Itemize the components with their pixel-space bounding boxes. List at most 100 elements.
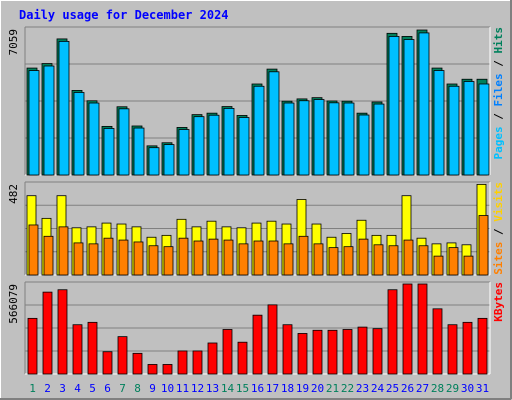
bar-sites bbox=[268, 240, 279, 276]
bar-kbytes bbox=[282, 324, 293, 375]
bar-kbytes bbox=[117, 336, 128, 375]
bar-files bbox=[358, 114, 370, 176]
bar-sites bbox=[358, 238, 369, 276]
bar-kbytes bbox=[222, 329, 233, 375]
max-value-label: 482 bbox=[7, 184, 20, 204]
legend-part: / bbox=[492, 107, 505, 127]
day-label: 26 bbox=[401, 382, 414, 395]
bar-sites bbox=[403, 239, 414, 276]
day-label: 12 bbox=[191, 382, 204, 395]
bar-kbytes bbox=[387, 289, 398, 375]
bar-sites bbox=[223, 239, 234, 276]
bar-sites bbox=[43, 235, 54, 276]
bar-files bbox=[268, 71, 280, 176]
bar-kbytes bbox=[57, 289, 68, 375]
bar-sites bbox=[193, 240, 204, 276]
bar-kbytes bbox=[432, 308, 443, 375]
bar-files bbox=[238, 117, 250, 176]
max-value-label: 7059 bbox=[7, 29, 20, 56]
bar-files bbox=[58, 40, 70, 176]
side-legend-label: Pages / Files / Hits bbox=[492, 27, 505, 160]
bar-files bbox=[193, 116, 205, 176]
panel-visits-sites: 482 Sites / Visits bbox=[7, 181, 505, 276]
bar-kbytes bbox=[87, 321, 98, 375]
chart-title: Daily usage for December 2024 bbox=[19, 8, 229, 22]
bar-files bbox=[88, 102, 100, 176]
day-label: 21 bbox=[326, 382, 339, 395]
bar-sites bbox=[478, 215, 489, 276]
legend-part: Pages bbox=[492, 126, 505, 159]
bar-sites bbox=[388, 245, 399, 276]
legend-part: Sites bbox=[492, 242, 505, 275]
day-label: 22 bbox=[341, 382, 354, 395]
bar-sites bbox=[58, 226, 69, 276]
day-label: 25 bbox=[386, 382, 399, 395]
bar-files bbox=[103, 128, 115, 176]
bar-sites bbox=[103, 237, 114, 276]
bar-kbytes bbox=[72, 324, 83, 375]
bar-kbytes bbox=[192, 350, 203, 375]
day-labels-group: 1 2 3 4 5 6 7 8 9 10 11 12 13 14 15 16 17 18 19 20 21 22 23 24 2… bbox=[29, 382, 489, 395]
bar-sites bbox=[88, 243, 99, 276]
day-label: 11 bbox=[176, 382, 189, 395]
side-legend-label: KBytes bbox=[492, 282, 505, 322]
bar-files bbox=[133, 127, 145, 176]
bar-files bbox=[163, 144, 175, 176]
bar-kbytes bbox=[312, 329, 323, 375]
bar-kbytes bbox=[402, 283, 413, 375]
day-label: 18 bbox=[281, 382, 294, 395]
day-label: 30 bbox=[461, 382, 474, 395]
day-label: 15 bbox=[236, 382, 249, 395]
bar-files bbox=[463, 81, 475, 176]
bar-files bbox=[313, 99, 325, 176]
day-label: 19 bbox=[296, 382, 309, 395]
bar-sites bbox=[118, 239, 129, 276]
bar-files bbox=[403, 39, 415, 176]
panels-group: 7059 Pages / Files / Hits 482 Sites / Visit… bbox=[7, 26, 505, 375]
bar-kbytes bbox=[132, 352, 143, 375]
bar-sites bbox=[28, 224, 39, 276]
bar-sites bbox=[133, 241, 144, 276]
day-label: 9 bbox=[149, 382, 156, 395]
day-label: 1 bbox=[29, 382, 36, 395]
legend-part: Files bbox=[492, 73, 505, 106]
day-label: 13 bbox=[206, 382, 219, 395]
bar-kbytes bbox=[252, 314, 263, 375]
legend-part: Visits bbox=[492, 182, 505, 222]
bar-sites bbox=[163, 246, 174, 276]
bar-kbytes bbox=[177, 350, 188, 375]
bar-sites bbox=[238, 243, 249, 276]
bar-files bbox=[73, 92, 85, 176]
bar-kbytes bbox=[417, 283, 428, 375]
day-label: 2 bbox=[44, 382, 51, 395]
bar-kbytes bbox=[462, 321, 473, 375]
bar-sites bbox=[73, 242, 84, 276]
day-label: 17 bbox=[266, 382, 279, 395]
bar-files bbox=[448, 85, 460, 176]
bar-kbytes bbox=[327, 329, 338, 375]
bar-files bbox=[43, 65, 55, 176]
bar-files bbox=[28, 70, 40, 176]
day-label: 23 bbox=[356, 382, 369, 395]
legend-part: / bbox=[492, 54, 505, 74]
bar-kbytes bbox=[342, 329, 353, 375]
bar-files bbox=[418, 32, 430, 176]
bar-kbytes bbox=[477, 317, 488, 375]
bar-kbytes bbox=[162, 364, 173, 375]
bar-kbytes bbox=[102, 351, 113, 375]
bar-kbytes bbox=[357, 326, 368, 375]
bar-sites bbox=[178, 237, 189, 276]
bar-kbytes bbox=[297, 333, 308, 375]
bar-files bbox=[298, 100, 310, 176]
day-label: 29 bbox=[446, 382, 459, 395]
bar-files bbox=[223, 108, 235, 176]
bar-kbytes bbox=[42, 291, 53, 375]
panel-hits-files-pages: 7059 Pages / Files / Hits bbox=[7, 26, 505, 176]
max-value-label: 566079 bbox=[7, 284, 20, 324]
bar-sites bbox=[283, 243, 294, 276]
bar-sites bbox=[343, 246, 354, 276]
bar-files bbox=[148, 147, 160, 176]
day-label: 5 bbox=[89, 382, 96, 395]
day-label: 16 bbox=[251, 382, 264, 395]
